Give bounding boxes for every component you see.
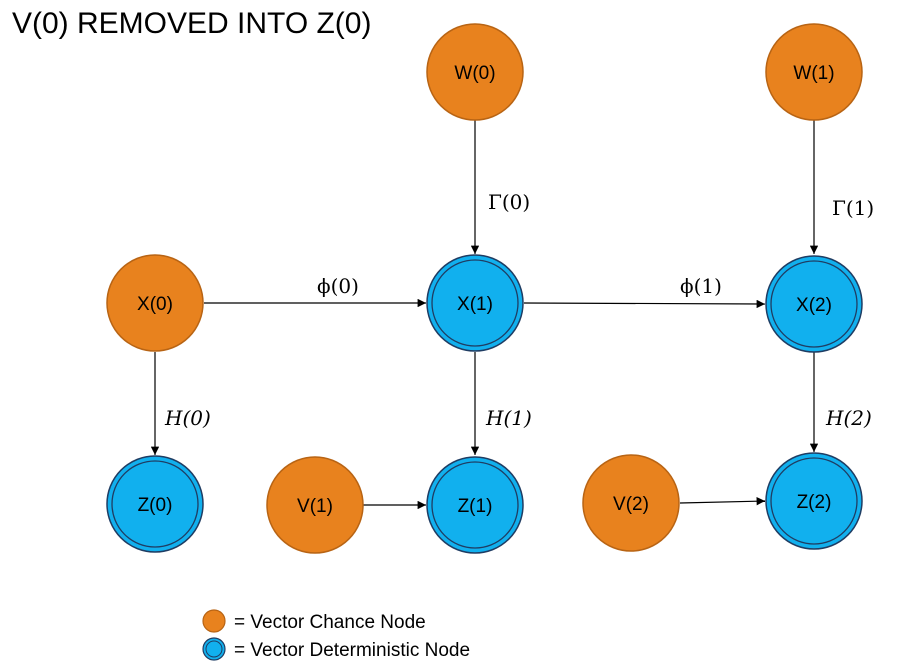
legend-deterministic-label: = Vector Deterministic Node: [234, 640, 470, 661]
node-v2-label: V(2): [613, 494, 649, 515]
node-z1-label: Z(1): [458, 496, 493, 517]
edge-label-h2: H(2): [825, 406, 872, 430]
legend: = Vector Chance Node = Vector Determinis…: [202, 609, 470, 661]
node-w1-label: W(1): [793, 63, 834, 84]
node-x1: X(1): [426, 254, 524, 352]
node-z2: Z(2): [765, 452, 863, 550]
node-x0-label: X(0): [137, 294, 173, 315]
legend-deterministic-row: = Vector Deterministic Node: [202, 637, 470, 661]
diagram-title: V(0) REMOVED INTO Z(0): [12, 7, 371, 40]
node-z2-label: Z(2): [797, 492, 832, 513]
legend-chance-row: = Vector Chance Node: [202, 609, 426, 633]
edge-v2-z2: [679, 496, 766, 506]
node-w0-label: W(0): [454, 63, 495, 84]
node-v2: V(2): [582, 454, 680, 552]
edge-labels: Γ(0) Γ(1) ϕ(0) ϕ(1) H(0) H(1) H(2): [164, 190, 874, 430]
edge-label-phi0: ϕ(0): [317, 274, 359, 298]
edge-label-phi1: ϕ(1): [680, 274, 722, 298]
node-z1: Z(1): [426, 456, 524, 554]
edge-label-gamma0: Γ(0): [488, 190, 530, 214]
edges: [150, 120, 819, 510]
node-v1-label: V(1): [297, 496, 333, 517]
edge-label-h0: H(0): [164, 406, 211, 430]
chance-nodes: W(0) W(1) X(0) V(1) V(2): [106, 23, 863, 554]
node-w0: W(0): [426, 23, 524, 121]
node-x2: X(2): [765, 255, 863, 353]
legend-chance-label: = Vector Chance Node: [234, 612, 426, 633]
edge-label-h1: H(1): [485, 406, 532, 430]
node-z0: Z(0): [106, 455, 204, 553]
node-x1-label: X(1): [457, 294, 493, 315]
legend-chance-swatch: [202, 609, 226, 633]
node-z0-label: Z(0): [138, 495, 173, 516]
node-v1: V(1): [266, 456, 364, 554]
node-x2-label: X(2): [796, 295, 832, 316]
edge-x1-x2: [523, 299, 766, 309]
edge-label-gamma1: Γ(1): [832, 196, 874, 220]
node-x0: X(0): [106, 254, 204, 352]
deterministic-nodes: X(1) X(2) Z(0) Z(1) Z(2): [106, 254, 863, 554]
node-w1: W(1): [765, 23, 863, 121]
